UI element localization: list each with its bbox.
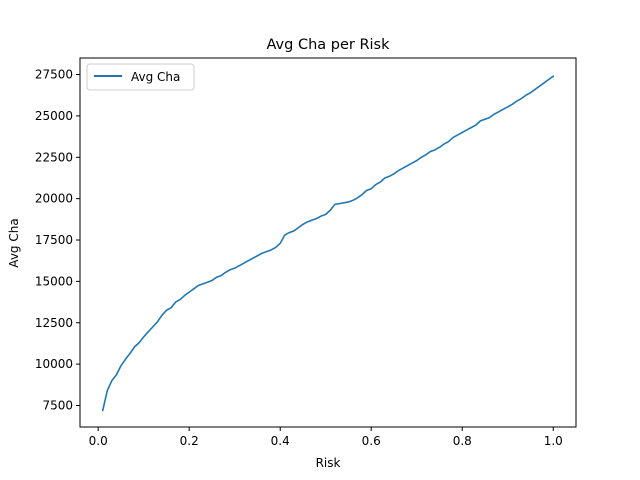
- x-tick-label: 0.2: [180, 434, 199, 448]
- x-tick-label: 0.0: [89, 434, 108, 448]
- legend: Avg Cha: [86, 63, 195, 91]
- plot-area: [101, 75, 555, 412]
- y-tick-label: 10000: [35, 357, 73, 371]
- x-axis-label: Risk: [316, 456, 341, 470]
- y-tick-label: 22500: [35, 150, 73, 164]
- x-axis: 0.0 0.2 0.4 0.6 0.8 1.0: [89, 427, 563, 448]
- x-tick-label: 0.8: [453, 434, 472, 448]
- y-tick-label: 7500: [42, 398, 73, 412]
- legend-label: Avg Cha: [131, 70, 180, 84]
- x-tick-label: 0.4: [271, 434, 290, 448]
- y-tick-label: 15000: [35, 274, 73, 288]
- plot-frame: [79, 57, 577, 428]
- y-tick-label: 25000: [35, 109, 73, 123]
- legend-box: [86, 63, 195, 91]
- x-tick-label: 1.0: [544, 434, 563, 448]
- chart-title: Avg Cha per Risk: [266, 37, 390, 53]
- y-tick-label: 17500: [35, 233, 73, 247]
- y-axis-label: Avg Cha: [7, 218, 21, 267]
- series-line-avg-cha: [101, 75, 555, 412]
- x-tick-label: 0.6: [362, 434, 381, 448]
- y-tick-label: 27500: [35, 68, 73, 82]
- y-tick-label: 20000: [35, 192, 73, 206]
- y-tick-label: 12500: [35, 316, 73, 330]
- y-axis: 7500 10000 12500 15000 17500 20000 22500 25000 2…: [35, 68, 80, 412]
